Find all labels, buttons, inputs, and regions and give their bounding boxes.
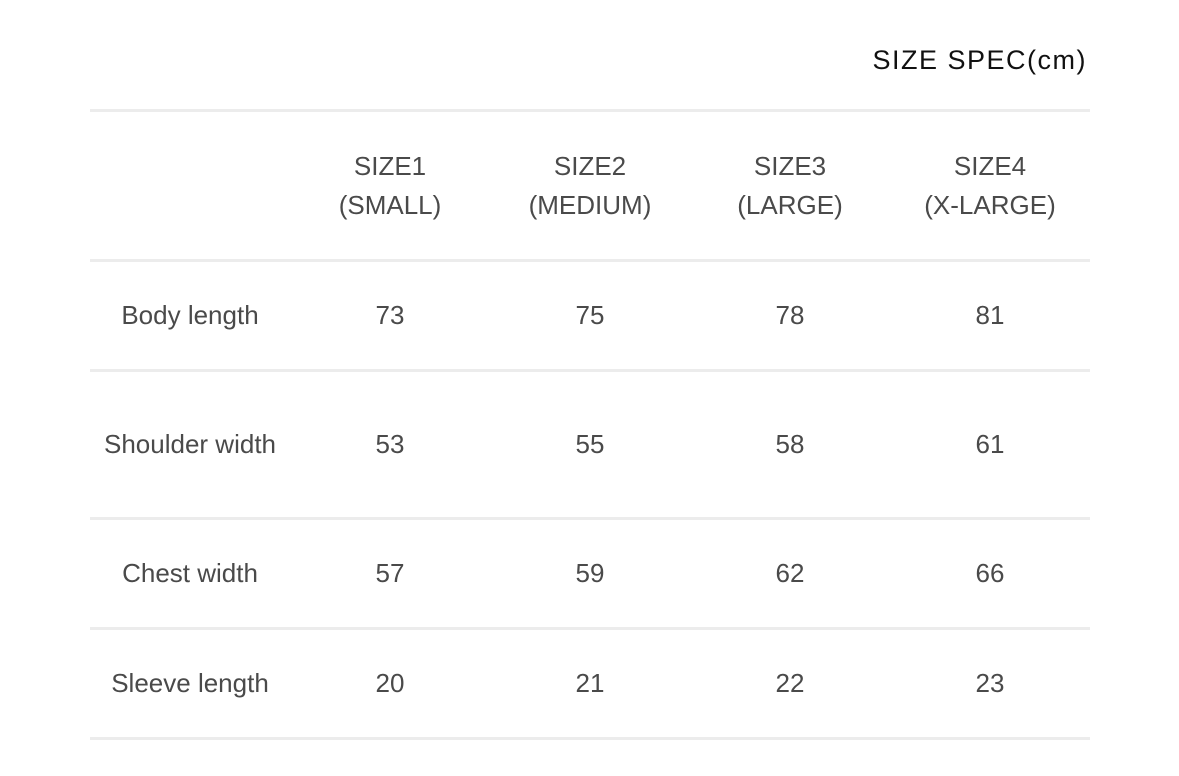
cell-value: 78 [690, 259, 890, 372]
header-empty-cell [90, 109, 290, 262]
cell-value: 20 [290, 627, 490, 740]
table-row: Sleeve length 20 21 22 23 [90, 627, 1090, 740]
row-label: Body length [90, 259, 290, 372]
table-header-row: SIZE1 (SMALL) SIZE2 (MEDIUM) SIZE3 (LARGE) … [90, 109, 1090, 262]
table-row: Chest width 57 59 62 66 [90, 517, 1090, 630]
size-spec-table: SIZE1 (SMALL) SIZE2 (MEDIUM) SIZE3 (LARGE) … [90, 109, 1090, 740]
row-label: Chest width [90, 517, 290, 630]
cell-value: 22 [690, 627, 890, 740]
table-row: Shoulder width 53 55 58 61 [90, 369, 1090, 520]
cell-value: 55 [490, 369, 690, 520]
cell-value: 61 [890, 369, 1090, 520]
cell-value: 62 [690, 517, 890, 630]
header-size1: SIZE1 (SMALL) [290, 109, 490, 262]
header-size2: SIZE2 (MEDIUM) [490, 109, 690, 262]
cell-value: 66 [890, 517, 1090, 630]
cell-value: 53 [290, 369, 490, 520]
cell-value: 81 [890, 259, 1090, 372]
cell-value: 73 [290, 259, 490, 372]
cell-value: 75 [490, 259, 690, 372]
cell-value: 23 [890, 627, 1090, 740]
header-size4: SIZE4 (X-LARGE) [890, 109, 1090, 262]
row-label: Shoulder width [90, 369, 290, 520]
cell-value: 58 [690, 369, 890, 520]
cell-value: 21 [490, 627, 690, 740]
table-row: Body length 73 75 78 81 [90, 259, 1090, 372]
size-spec-title: SIZE SPEC(cm) [872, 45, 1087, 75]
cell-value: 59 [490, 517, 690, 630]
cell-value: 57 [290, 517, 490, 630]
header-size3: SIZE3 (LARGE) [690, 109, 890, 262]
row-label: Sleeve length [90, 627, 290, 740]
